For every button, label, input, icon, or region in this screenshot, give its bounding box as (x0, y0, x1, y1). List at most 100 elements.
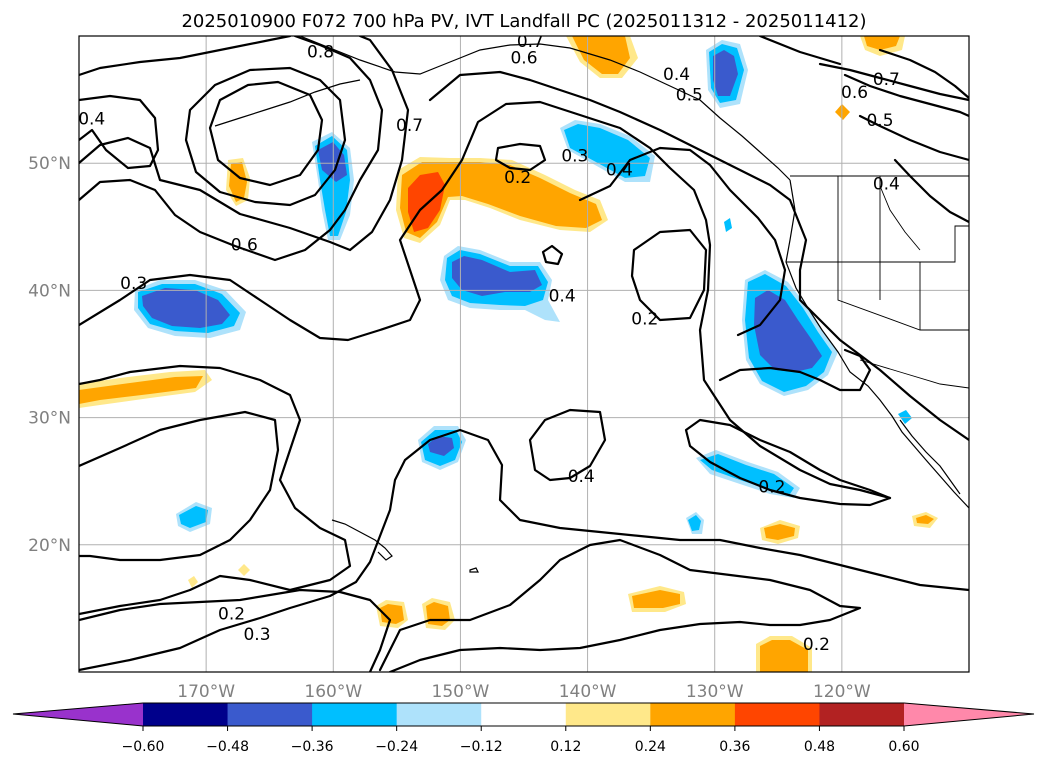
contour-label: 0.2 (631, 309, 658, 329)
graticule (79, 36, 969, 672)
colorbar-tick-label: 0.12 (550, 739, 581, 755)
colorbar-tick-label: −0.12 (460, 739, 503, 755)
positive-anomaly-region (400, 162, 602, 238)
pv-contour-line (79, 36, 410, 252)
longitude-label: 120°W (813, 682, 871, 702)
pv-contour-line (818, 62, 969, 102)
negative-anomaly-region (179, 506, 208, 528)
colorbar-under-arrow (13, 703, 143, 726)
us-mexico-border (859, 359, 969, 389)
negative-anomaly-region (428, 436, 454, 456)
state-border (786, 225, 969, 263)
pv-contour-line (758, 36, 842, 66)
contour-label: 0.8 (307, 42, 334, 62)
positive-anomaly-region (426, 602, 450, 626)
contour-label: 0.5 (866, 111, 893, 131)
latitude-label: 30°N (28, 409, 71, 429)
negative-anomaly-region (700, 454, 794, 494)
contour-label: 0.4 (873, 175, 900, 195)
colorbar-cells (143, 703, 905, 726)
pv-contour-line (378, 538, 862, 672)
pv-contour-line (893, 158, 969, 224)
state-border (837, 262, 969, 331)
pv-contour-line (541, 244, 564, 266)
shaded-anomaly-regions (79, 36, 938, 672)
contour-label: 0.6 (231, 236, 258, 256)
contour-label: 0.6 (510, 49, 537, 69)
pv-contour-line (630, 228, 708, 322)
pv-contour-line (578, 146, 787, 337)
positive-anomaly-region (238, 564, 250, 576)
pv-contour-line (79, 428, 969, 672)
positive-anomaly-region (864, 36, 900, 50)
contour-label: 0.3 (243, 625, 270, 645)
contour-label: 0.2 (758, 477, 785, 497)
positive-anomaly-region (835, 104, 850, 120)
latitude-labels: 50°N 40°N 30°N 20°N (28, 154, 71, 556)
positive-anomaly-region (79, 376, 203, 404)
coastline-north-america (785, 179, 969, 509)
positive-anomaly-region (380, 604, 404, 624)
pv-contour-line (79, 364, 352, 616)
colorbar-cell (565, 703, 651, 726)
colorbar-tick-label: −0.48 (206, 739, 249, 755)
map-frame (78, 35, 970, 673)
longitude-label: 170°W (177, 682, 235, 702)
contour-label: 0.7 (396, 116, 423, 136)
contour-label: 0.2 (504, 168, 531, 188)
contour-label: 0.2 (803, 635, 830, 655)
colorbar-cell (481, 703, 567, 726)
colorbar-tick-label: 0.48 (804, 739, 835, 755)
latitude-label: 50°N (28, 154, 71, 174)
contour-label: 0.7 (517, 32, 544, 52)
colorbar-cell (734, 703, 820, 726)
contour-label: 0.7 (873, 70, 900, 90)
state-border (879, 185, 921, 251)
negative-anomaly-region (452, 256, 542, 296)
colorbar-over-arrow (904, 703, 1034, 726)
coastline-baja (899, 419, 961, 495)
pv-contour-line (858, 114, 969, 162)
colorbar: −0.60 −0.48 −0.36 −0.24 −0.12 0.12 0.24 0.36 0.4… (12, 702, 1035, 755)
positive-anomaly-region (632, 590, 680, 608)
longitude-label: 130°W (686, 682, 744, 702)
negative-anomaly-region (724, 218, 732, 232)
contour-label: 0.4 (663, 65, 690, 85)
pv-contour-line (428, 70, 969, 442)
contour-label: 0.4 (568, 467, 595, 487)
contour-label: 0.3 (120, 274, 147, 294)
negative-anomaly-region (713, 50, 738, 96)
negative-anomaly-region (142, 288, 230, 328)
political-borders (786, 175, 969, 389)
colorbar-cell (396, 703, 482, 726)
coastline-hawaii (331, 519, 393, 561)
map-title: 2025010900 F072 700 hPa PV, IVT Landfall… (181, 11, 866, 32)
colorbar-cell (650, 703, 736, 726)
pv-contour-line (79, 36, 384, 262)
colorbar-tick-label: 0.60 (888, 739, 919, 755)
contour-label: 0.2 (218, 604, 245, 624)
coastline-hawaii (469, 567, 479, 573)
latitude-label: 40°N (28, 281, 71, 301)
contour-label: 0.3 (561, 147, 588, 167)
pv-contours (79, 36, 969, 672)
pv-contour-line (79, 410, 280, 562)
pv-contour-line (208, 80, 324, 187)
contour-label: 0.4 (549, 286, 576, 306)
longitude-labels: 170°W 160°W 150°W 140°W 130°W 120°W (177, 682, 871, 702)
longitude-label: 150°W (432, 682, 490, 702)
colorbar-tick-label: −0.60 (122, 739, 165, 755)
colorbar-tick-label: −0.24 (375, 739, 418, 755)
negative-anomaly-region (688, 515, 701, 531)
contour-labels: 0.80.70.60.40.50.70.40.30.40.20.60.30.40… (79, 32, 900, 655)
positive-anomaly-region (408, 172, 445, 232)
negative-anomaly-region (898, 410, 912, 424)
pv-contour-line (494, 142, 547, 172)
pv-contour-line (843, 73, 969, 118)
colorbar-tick-label: 0.24 (635, 739, 666, 755)
positive-anomaly-region (764, 524, 795, 540)
negative-anomaly-region (564, 124, 650, 178)
longitude-label: 140°W (559, 682, 617, 702)
colorbar-cell (143, 703, 229, 726)
longitude-label: 160°W (304, 682, 362, 702)
